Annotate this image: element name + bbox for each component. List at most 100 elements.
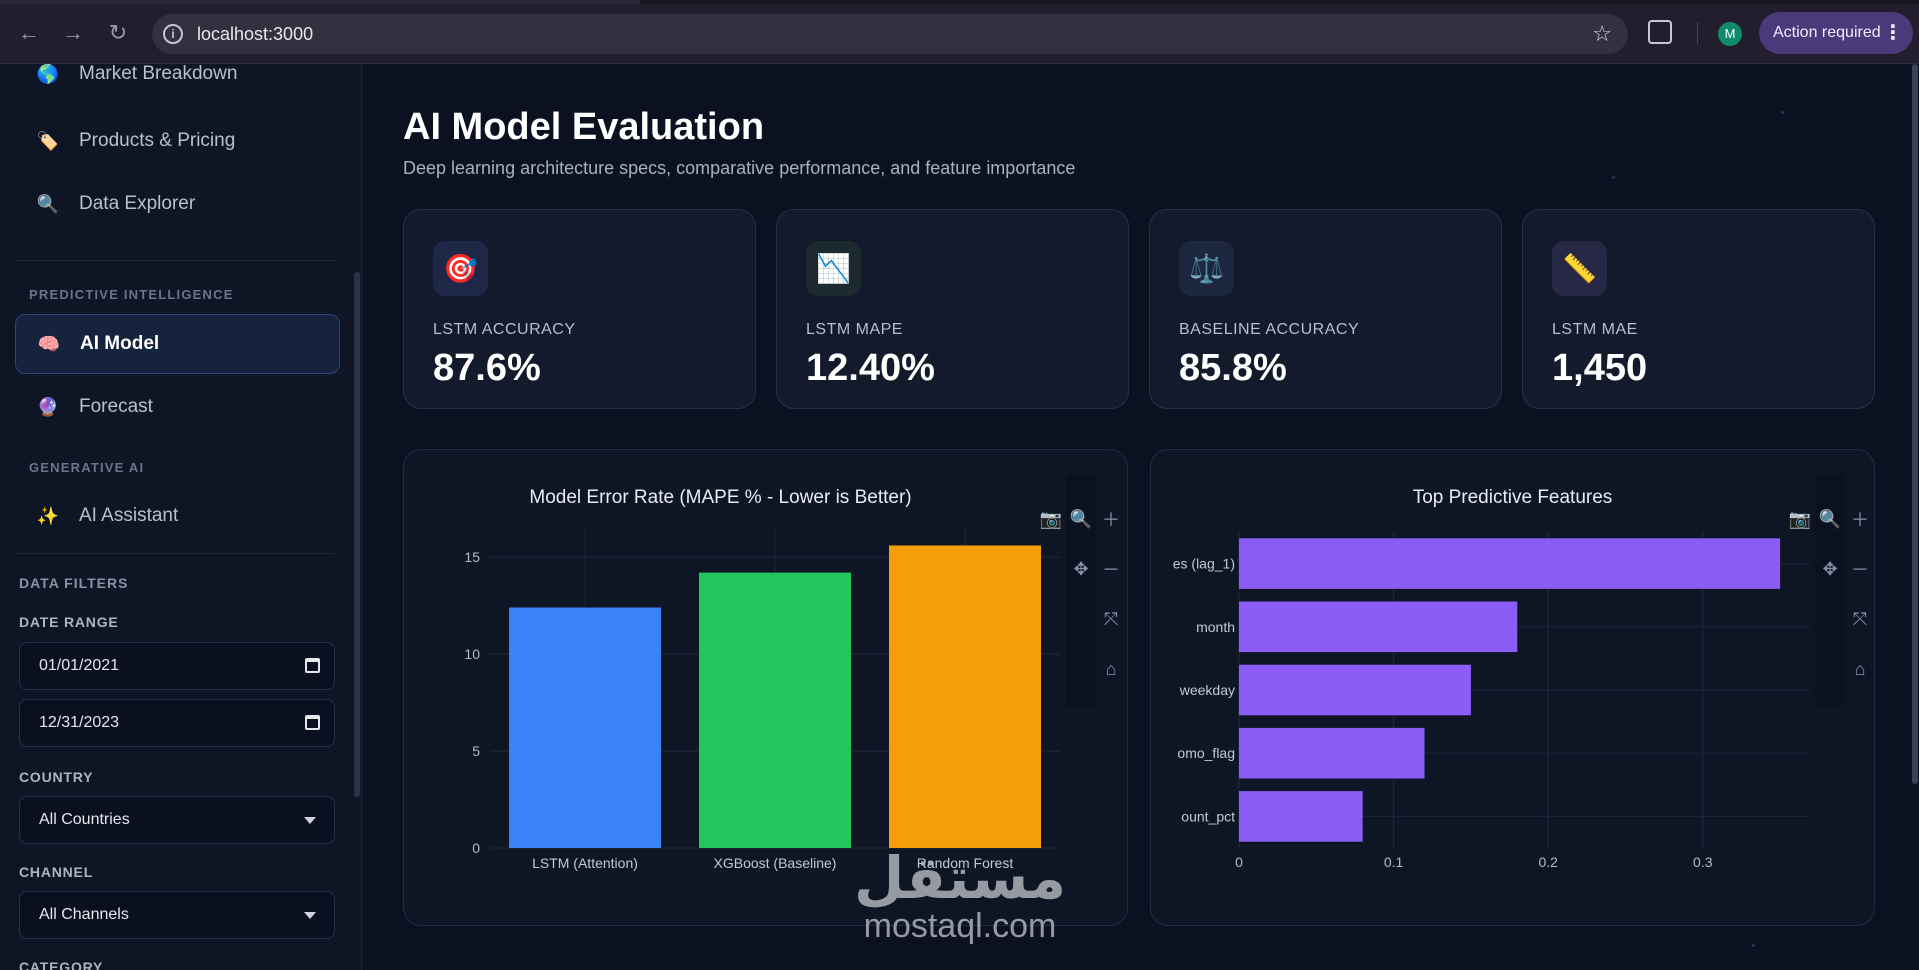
background-star bbox=[1612, 176, 1615, 179]
bar bbox=[509, 607, 661, 848]
camera-icon[interactable]: 📷 bbox=[1039, 508, 1063, 529]
y-tick-label: 5 bbox=[472, 743, 480, 759]
y-tick-label: weekday bbox=[1179, 682, 1235, 698]
kpi-card-lstm-mape: 📉 LSTM MAPE 12.40% bbox=[776, 209, 1129, 409]
autoscale-icon[interactable]: ⤧ bbox=[1852, 608, 1868, 629]
menu-dots-icon: ⋮ bbox=[1883, 22, 1903, 44]
chart-title: Top Predictive Features bbox=[1412, 487, 1613, 508]
home-reset-icon[interactable]: ⌂ bbox=[1854, 658, 1866, 679]
brain-icon: 🧠 bbox=[37, 333, 61, 354]
y-tick-label: 0 bbox=[472, 840, 480, 856]
pan-icon[interactable]: ✥ bbox=[1073, 558, 1089, 579]
x-tick-label: 0.3 bbox=[1693, 854, 1713, 870]
x-tick-label: 0 bbox=[1235, 854, 1243, 870]
pan-icon[interactable]: ✥ bbox=[1822, 558, 1838, 579]
autoscale-icon[interactable]: ⤧ bbox=[1103, 608, 1119, 629]
chevron-down-icon bbox=[304, 912, 316, 919]
kpi-label: LSTM ACCURACY bbox=[433, 321, 576, 338]
bar bbox=[699, 572, 851, 848]
crystal-ball-icon: 🔮 bbox=[36, 396, 60, 417]
x-tick-label: LSTM (Attention) bbox=[532, 855, 638, 871]
calendar-icon[interactable] bbox=[305, 658, 320, 673]
x-tick-label: 0.1 bbox=[1384, 854, 1404, 870]
background-star bbox=[1781, 111, 1784, 114]
country-label: COUNTRY bbox=[19, 769, 94, 785]
watermark-latin: mostaql.com bbox=[863, 907, 1057, 945]
section-label-predictive: PREDICTIVE INTELLIGENCE bbox=[29, 287, 234, 302]
end-date-input[interactable]: 12/31/2023 bbox=[19, 699, 335, 747]
reload-icon[interactable]: ↻ bbox=[108, 20, 128, 45]
sidebar-item-label: Data Explorer bbox=[79, 193, 196, 214]
sidebar-item-forecast[interactable]: 🔮 Forecast bbox=[15, 377, 340, 437]
sidebar-item-label: AI Assistant bbox=[79, 505, 179, 526]
kpi-label: LSTM MAPE bbox=[806, 321, 903, 338]
y-tick-label: ount_pct bbox=[1181, 808, 1235, 824]
x-tick-label: Random Forest bbox=[917, 855, 1014, 871]
kpi-card-lstm-mae: 📏 LSTM MAE 1,450 bbox=[1522, 209, 1875, 409]
watermark-arabic: مستقل bbox=[853, 846, 1067, 911]
site-info-icon[interactable]: i bbox=[163, 24, 183, 44]
page-subtitle: Deep learning architecture specs, compar… bbox=[403, 158, 1076, 178]
kpi-label: LSTM MAE bbox=[1552, 321, 1638, 338]
sparkles-icon: ✨ bbox=[36, 505, 60, 526]
address-bar[interactable]: i localhost:3000 ☆ bbox=[152, 14, 1628, 54]
chevron-down-icon bbox=[304, 817, 316, 824]
sidebar-scrollbar[interactable] bbox=[354, 272, 360, 797]
sidebar-item-ai-model[interactable]: 🧠 AI Model bbox=[15, 314, 340, 374]
zoom-in-icon[interactable]: ＋ bbox=[1851, 510, 1869, 530]
calendar-icon[interactable] bbox=[305, 715, 320, 730]
camera-icon[interactable]: 📷 bbox=[1788, 508, 1812, 529]
tag-icon: 🏷️ bbox=[36, 130, 60, 151]
filters-title: DATA FILTERS bbox=[19, 575, 129, 591]
home-reset-icon[interactable]: ⌂ bbox=[1105, 658, 1117, 679]
sidebar: 🌎 Market Breakdown 🏷️ Products & Pricing… bbox=[0, 64, 362, 970]
sidebar-item-market-breakdown[interactable]: 🌎 Market Breakdown bbox=[15, 64, 340, 104]
zoom-in-icon[interactable]: ＋ bbox=[1102, 510, 1120, 530]
page-scrollbar[interactable] bbox=[1912, 64, 1918, 784]
mape-chart-card: Model Error Rate (MAPE % - Lower is Bett… bbox=[403, 449, 1128, 926]
bar bbox=[889, 545, 1041, 848]
kpi-card-lstm-accuracy: 🎯 LSTM ACCURACY 87.6% bbox=[403, 209, 756, 409]
zoom-out-icon[interactable]: － bbox=[1851, 560, 1869, 580]
sidebar-item-data-explorer[interactable]: 🔍 Data Explorer bbox=[15, 174, 340, 234]
channel-select[interactable]: All Channels bbox=[19, 891, 335, 939]
end-date-value: 12/31/2023 bbox=[39, 714, 120, 731]
forward-arrow-icon[interactable]: → bbox=[62, 20, 84, 45]
zoom-icon[interactable]: 🔍 bbox=[1818, 508, 1842, 529]
sidebar-item-label: Forecast bbox=[79, 396, 153, 417]
active-tab[interactable] bbox=[0, 0, 640, 4]
bar bbox=[1239, 601, 1518, 653]
country-select[interactable]: All Countries bbox=[19, 796, 335, 844]
date-range-label: DATE RANGE bbox=[19, 614, 119, 630]
sidebar-item-label: AI Model bbox=[80, 333, 160, 354]
kpi-value: 1,450 bbox=[1552, 347, 1648, 389]
action-required-label: Action required bbox=[1773, 24, 1881, 41]
action-required-button[interactable]: Action required ⋮ bbox=[1759, 12, 1913, 54]
country-value: All Countries bbox=[39, 811, 130, 828]
bookmark-star-icon[interactable]: ☆ bbox=[1592, 21, 1612, 46]
sidebar-item-ai-assistant[interactable]: ✨ AI Assistant bbox=[15, 486, 340, 546]
section-label-generative: GENERATIVE AI bbox=[29, 460, 145, 475]
page-title: AI Model Evaluation bbox=[403, 106, 765, 148]
kpi-label: BASELINE ACCURACY bbox=[1179, 321, 1360, 338]
extensions-icon[interactable] bbox=[1648, 20, 1672, 44]
bar bbox=[1239, 727, 1425, 779]
sidebar-item-label: Market Breakdown bbox=[79, 64, 238, 84]
magnifier-icon: 🔍 bbox=[36, 193, 60, 214]
url-text[interactable]: localhost:3000 bbox=[197, 24, 314, 44]
sidebar-divider bbox=[15, 553, 335, 554]
bar bbox=[1239, 538, 1781, 589]
back-arrow-icon[interactable]: ← bbox=[18, 20, 40, 45]
bar bbox=[1239, 791, 1363, 842]
zoom-icon[interactable]: 🔍 bbox=[1069, 508, 1093, 529]
target-icon: 🎯 bbox=[433, 241, 488, 296]
scales-icon: ⚖️ bbox=[1179, 241, 1234, 296]
x-tick-label: XGBoost (Baseline) bbox=[714, 855, 837, 871]
profile-avatar[interactable]: M bbox=[1718, 22, 1742, 46]
y-tick-label: omo_flag bbox=[1177, 745, 1235, 761]
kpi-value: 85.8% bbox=[1179, 347, 1287, 389]
sidebar-item-products-pricing[interactable]: 🏷️ Products & Pricing bbox=[15, 111, 340, 171]
zoom-out-icon[interactable]: － bbox=[1102, 560, 1120, 580]
background-star bbox=[1752, 944, 1755, 947]
start-date-input[interactable]: 01/01/2021 bbox=[19, 642, 335, 690]
